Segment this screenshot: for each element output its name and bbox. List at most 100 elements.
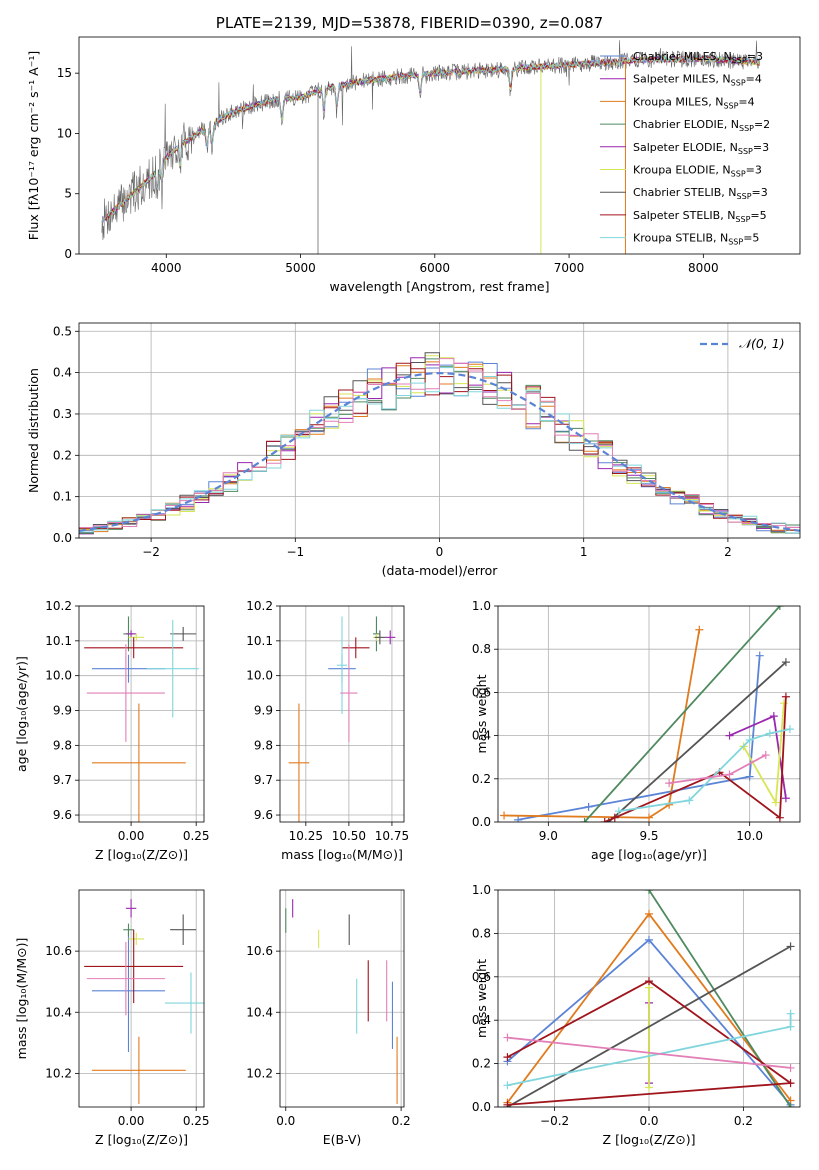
y-tick-label: 9.6	[254, 808, 273, 822]
x-tick-label: 2	[724, 545, 732, 559]
x-tick-label: 0.25	[183, 1114, 210, 1128]
y-tick-label: 5	[64, 187, 72, 201]
x-tick-label: 7000	[554, 261, 585, 275]
y-tick-label: 0.1	[53, 490, 72, 504]
axes-frame	[78, 36, 801, 255]
y-tick-label: 10.2	[246, 1066, 273, 1080]
x-axis-label: (data-model)/error	[382, 563, 499, 578]
plot-area-spectrum	[101, 40, 760, 254]
y-axis-label: mass [log₁₀(M/M⊙)]	[14, 938, 29, 1060]
plot-area-weight_vs_age	[500, 606, 794, 822]
x-tick-label: 5000	[285, 261, 316, 275]
weight-series-line	[506, 945, 792, 1107]
weight-marker	[781, 794, 790, 803]
weight-marker	[503, 1100, 512, 1107]
x-axis-label: Z [log₁₀(Z/Z⊙)]	[95, 1132, 188, 1147]
weight-series-line	[618, 728, 791, 813]
y-tick-label: 0.2	[53, 448, 72, 462]
axes-frame	[78, 889, 205, 1108]
x-tick-label: 0.25	[183, 829, 210, 843]
y-tick-label: 0.4	[472, 1013, 491, 1027]
weight-marker	[779, 699, 788, 708]
x-axis-label: age [log₁₀(age/yr)]	[591, 847, 707, 862]
x-tick-label: 6000	[420, 261, 451, 275]
legend-entry: Salpeter STELIB, NSSP=5	[633, 209, 767, 224]
figure-title: PLATE=2139, MJD=53878, FIBERID=0390, z=0…	[216, 14, 603, 32]
plot-area-age_vs_Z	[84, 616, 199, 822]
y-tick-label: 0.0	[472, 815, 491, 829]
y-tick-label: 10.2	[246, 599, 273, 613]
weight-marker	[771, 798, 780, 807]
weight-series-line	[608, 661, 787, 822]
weight-marker	[781, 658, 790, 667]
weight-marker	[645, 935, 653, 944]
weight-marker	[786, 1103, 795, 1107]
legend-entry: Salpeter ELODIE, NSSP=3	[633, 141, 769, 156]
y-tick-label: 10.1	[45, 634, 72, 648]
weight-marker	[503, 1053, 512, 1062]
plot-area-mass_vs_Z	[84, 899, 204, 1104]
weight-marker	[645, 813, 653, 822]
y-tick-label: 10.2	[45, 1066, 72, 1080]
y-tick-label: 10.4	[45, 1005, 72, 1019]
y-tick-label: 0.8	[472, 642, 491, 656]
y-tick-label: 0.3	[53, 407, 72, 421]
y-tick-label: 1.0	[472, 599, 491, 613]
panel-spectrum: 4000 5000 6000 7000 8000 0 5 10 15 wavelength [An…	[26, 36, 801, 294]
y-tick-label: 9.7	[53, 773, 72, 787]
weight-series-line	[507, 1036, 791, 1069]
y-tick-label: 15	[57, 66, 72, 80]
axes-frame	[497, 889, 801, 1108]
y-axis-label: mass weight	[474, 674, 489, 753]
legend-entry: Chabrier STELIB, NSSP=3	[633, 186, 768, 201]
weight-marker	[769, 712, 778, 721]
axes-frame	[78, 322, 801, 539]
legend-entry: Kroupa MILES, NSSP=4	[633, 95, 755, 110]
weight-marker	[645, 1083, 653, 1092]
y-tick-label: 0.4	[472, 729, 491, 743]
weight-marker	[745, 735, 754, 744]
y-tick-label: 1.0	[472, 883, 491, 897]
weight-series-line	[506, 980, 794, 1106]
panel-residuals: −2 −1 0 1 2 0.0 0.1 0.2 0.3 0.4 0.5 (data-model)/er…	[26, 322, 801, 578]
weight-marker	[645, 977, 653, 986]
normal-curve	[79, 371, 800, 532]
x-tick-label: 0.2	[734, 1114, 753, 1128]
x-tick-label: −0.2	[540, 1114, 569, 1128]
weight-marker	[761, 751, 770, 760]
y-tick-label: 10.0	[45, 669, 72, 683]
axes-frame	[279, 889, 405, 1108]
axes-frame	[279, 605, 405, 823]
y-tick-label: 0	[64, 247, 72, 261]
y-axis-label: age [log₁₀(age/yr)]	[14, 656, 29, 772]
x-tick-label: 0.00	[118, 1114, 145, 1128]
y-tick-label: 9.9	[254, 704, 273, 718]
panel-mass_vs_Z: 0.00 0.25 10.2 10.4 10.6 Z [log₁₀(Z/Z⊙)] mass …	[14, 889, 210, 1147]
weight-marker	[745, 772, 754, 781]
x-axis-label: wavelength [Angstrom, rest frame]	[329, 279, 549, 294]
weight-marker	[514, 815, 523, 822]
panel-age_vs_mass: 10.25 10.50 10.75 9.6 9.7 9.8 9.9 10.0 10.1 10.2 m…	[246, 599, 409, 862]
plot-area-age_vs_mass	[288, 616, 396, 822]
legend-entry: 𝒩(0, 1)	[739, 336, 785, 351]
panel-weight_vs_age: 9.0 9.5 10.0 0.0 0.2 0.4 0.6 0.8 1.0 age [log₁₀(a…	[472, 599, 801, 862]
x-tick-label: 10.25	[289, 829, 323, 843]
panel-age_vs_Z: 0.00 0.25 9.6 9.7 9.8 9.9 10.0 10.1 10.2 Z [log₁₀…	[14, 599, 210, 862]
axes-frame	[497, 605, 801, 823]
y-tick-label: 10.2	[45, 599, 72, 613]
weight-series-line	[648, 890, 792, 1107]
y-tick-label: 0.0	[53, 531, 72, 545]
weight-marker	[775, 813, 784, 822]
y-tick-label: 10.6	[45, 944, 72, 958]
y-tick-label: 10.1	[246, 634, 273, 648]
y-tick-label: 9.7	[254, 773, 273, 787]
weight-marker	[503, 1033, 512, 1042]
weight-marker	[645, 909, 653, 918]
y-axis-label: Normed distribution	[26, 368, 41, 493]
weight-marker	[781, 692, 790, 701]
weight-series-line	[517, 655, 761, 821]
x-tick-label: 0.0	[639, 1114, 658, 1128]
weight-marker	[786, 942, 795, 951]
legend-entry: Salpeter MILES, NSSP=4	[633, 73, 762, 88]
y-tick-label: 0.5	[53, 324, 72, 338]
